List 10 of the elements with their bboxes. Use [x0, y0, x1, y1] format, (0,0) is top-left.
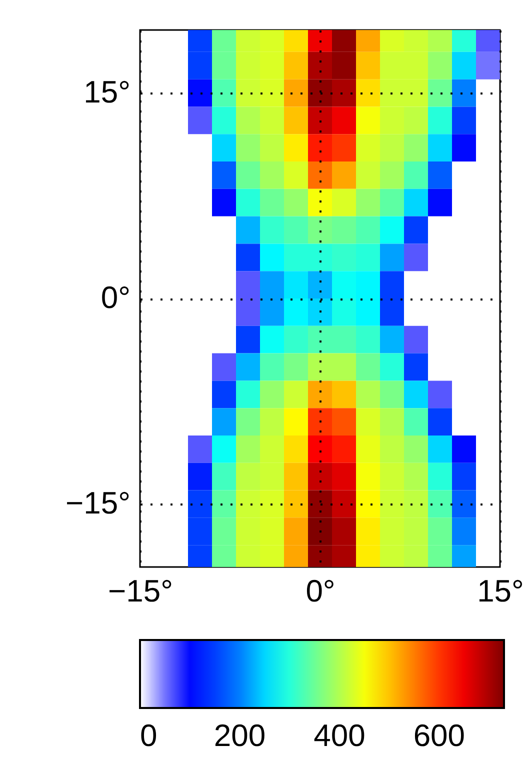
- y-tick-label: 0°: [100, 280, 130, 315]
- y-tick-label: 15°: [84, 74, 130, 110]
- color-bar-label: 400: [314, 718, 366, 753]
- color-bar-label: 600: [413, 718, 466, 753]
- y-tick-label: −15°: [66, 485, 130, 520]
- x-tick-label: 0°: [306, 574, 336, 608]
- color-bar-label: 0: [140, 718, 158, 753]
- x-tick-label: −15°: [108, 574, 173, 608]
- color-bar-label: 200: [214, 718, 266, 753]
- x-tick-label: 15°: [477, 574, 524, 608]
